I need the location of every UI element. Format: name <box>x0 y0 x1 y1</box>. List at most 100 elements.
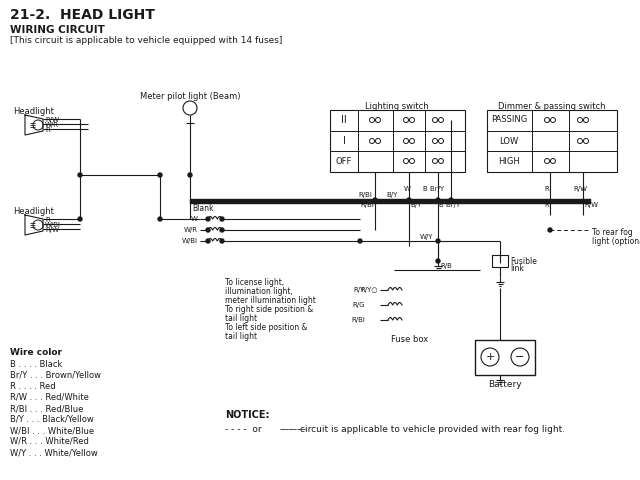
Circle shape <box>545 118 550 122</box>
Text: R/BI: R/BI <box>360 202 374 208</box>
Circle shape <box>206 217 210 221</box>
Text: R/W: R/W <box>45 227 59 233</box>
Circle shape <box>584 118 589 122</box>
Text: B/Y: B/Y <box>386 192 397 198</box>
Text: W/Y . . . White/Yellow: W/Y . . . White/Yellow <box>10 448 98 457</box>
Text: NOTICE:: NOTICE: <box>225 410 269 420</box>
Circle shape <box>78 217 82 221</box>
Circle shape <box>545 158 550 164</box>
Circle shape <box>206 228 210 232</box>
Text: ———: ——— <box>280 425 307 434</box>
Circle shape <box>358 239 362 243</box>
Circle shape <box>220 239 224 243</box>
Text: Meter pilot light (Beam): Meter pilot light (Beam) <box>140 92 240 101</box>
Circle shape <box>369 139 374 144</box>
Circle shape <box>188 173 192 177</box>
Text: Fuse box: Fuse box <box>392 335 429 344</box>
Circle shape <box>438 118 444 122</box>
Text: R: R <box>45 217 50 223</box>
Text: R/W: R/W <box>573 186 587 192</box>
Text: Lighting switch: Lighting switch <box>365 102 429 111</box>
Text: +: + <box>485 352 495 362</box>
Text: meter illumination light: meter illumination light <box>225 296 316 305</box>
Text: R: R <box>45 127 50 133</box>
Circle shape <box>376 139 381 144</box>
Circle shape <box>577 139 582 144</box>
Circle shape <box>511 348 529 366</box>
Bar <box>475 340 535 375</box>
Bar <box>487 110 617 172</box>
Text: HIGH: HIGH <box>498 156 520 166</box>
Circle shape <box>438 139 444 144</box>
Text: tail light: tail light <box>225 332 257 341</box>
Text: W/BI: W/BI <box>182 238 198 244</box>
Text: R/W . . . Red/White: R/W . . . Red/White <box>10 393 89 402</box>
Circle shape <box>550 118 556 122</box>
Circle shape <box>206 239 210 243</box>
Text: LOW: LOW <box>499 136 518 145</box>
Bar <box>492 255 508 267</box>
Circle shape <box>403 139 408 144</box>
Text: R/W: R/W <box>45 117 59 123</box>
Text: −: − <box>515 352 525 362</box>
Circle shape <box>407 198 411 202</box>
Text: tail light: tail light <box>225 314 257 323</box>
Circle shape <box>433 158 438 164</box>
Text: Battery: Battery <box>488 380 522 389</box>
Text: To right side position &: To right side position & <box>225 305 313 314</box>
Text: link: link <box>510 264 524 273</box>
Circle shape <box>438 158 444 164</box>
Text: PASSING: PASSING <box>491 116 527 124</box>
Circle shape <box>436 239 440 243</box>
Text: Blank: Blank <box>192 204 214 213</box>
Text: R . . . . Red: R . . . . Red <box>10 382 56 391</box>
Text: - - - -  or: - - - - or <box>225 425 264 434</box>
Text: Dimmer & passing switch: Dimmer & passing switch <box>499 102 605 111</box>
Text: B/Y: B/Y <box>410 202 421 208</box>
Text: R/BI: R/BI <box>358 192 372 198</box>
Circle shape <box>220 228 224 232</box>
Text: W/R: W/R <box>45 122 59 128</box>
Circle shape <box>376 118 381 122</box>
Text: W: W <box>191 216 198 222</box>
Circle shape <box>158 173 162 177</box>
Text: B Br/Y: B Br/Y <box>439 202 460 208</box>
Text: 21-2.  HEAD LIGHT: 21-2. HEAD LIGHT <box>10 8 155 22</box>
Circle shape <box>403 118 408 122</box>
Text: To left side position &: To left side position & <box>225 323 307 332</box>
Circle shape <box>550 158 556 164</box>
Text: OFF: OFF <box>336 156 352 166</box>
Circle shape <box>433 139 438 144</box>
Circle shape <box>410 158 415 164</box>
Text: R: R <box>544 202 549 208</box>
Circle shape <box>78 173 82 177</box>
Text: Headlight: Headlight <box>13 107 54 116</box>
Text: B Br/Y: B Br/Y <box>424 186 445 192</box>
Text: Wire color: Wire color <box>10 348 62 357</box>
Text: Headlight: Headlight <box>13 207 54 216</box>
Text: illumination light,: illumination light, <box>225 287 293 296</box>
Text: R/BI: R/BI <box>351 317 365 323</box>
Text: To rear fog: To rear fog <box>592 228 633 237</box>
Circle shape <box>369 118 374 122</box>
Text: light (optional): light (optional) <box>592 237 640 246</box>
Text: circuit is applicable to vehicle provided with rear fog light.: circuit is applicable to vehicle provide… <box>300 425 565 434</box>
Text: W/BI . . . White/Blue: W/BI . . . White/Blue <box>10 426 94 435</box>
Circle shape <box>158 217 162 221</box>
Circle shape <box>220 217 224 221</box>
Text: W/Y: W/Y <box>420 234 433 240</box>
Text: W: W <box>404 186 410 192</box>
Circle shape <box>410 118 415 122</box>
Text: R/W: R/W <box>584 202 598 208</box>
Text: To license light,: To license light, <box>225 278 284 287</box>
Circle shape <box>481 348 499 366</box>
Text: II: II <box>341 115 347 125</box>
Text: W/BI: W/BI <box>45 222 61 228</box>
Circle shape <box>433 118 438 122</box>
Text: B/Y . . . Black/Yellow: B/Y . . . Black/Yellow <box>10 415 93 424</box>
Circle shape <box>436 198 440 202</box>
Text: R/Y: R/Y <box>354 287 365 293</box>
Circle shape <box>548 228 552 232</box>
Text: [This circuit is applicable to vehicle equipped with 14 fuses]: [This circuit is applicable to vehicle e… <box>10 36 282 45</box>
Text: W/R . . . White/Red: W/R . . . White/Red <box>10 437 89 446</box>
